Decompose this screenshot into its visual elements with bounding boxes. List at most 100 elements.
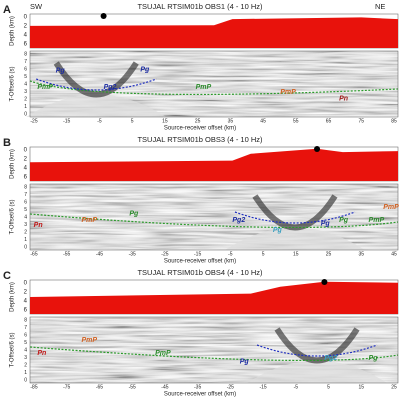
phase-label: PmP: [383, 204, 399, 211]
panel: B TSUJAL RTSIM01b OBS3 (4 - 10 Hz) 0 2 4 6 Dep…: [3, 135, 399, 265]
panel: A TSUJAL RTSIM01b OBS1 (4 - 10 Hz) SW NE 0 2 4…: [3, 2, 399, 132]
phase-label: Pg: [129, 211, 139, 218]
depth-tick-label: 4: [24, 33, 28, 39]
x-tick-label: -85: [30, 384, 37, 390]
time-tick-label: 5: [24, 74, 27, 80]
depth-axis-label: Depth (km): [10, 16, 16, 46]
pick-curve: [234, 211, 356, 224]
x-tick-label: 5: [262, 251, 265, 257]
phase-label: PmP: [37, 84, 53, 91]
depth-axis-label: Depth (km): [10, 149, 16, 179]
phase-label: Pg: [321, 220, 331, 227]
phase-label: PmP: [369, 217, 385, 224]
x-tick-label: 65: [326, 118, 332, 124]
time-tick-label: 5: [24, 207, 27, 213]
panel-title: TSUJAL RTSIM01b OBS3 (4 - 10 Hz): [137, 135, 263, 144]
phase-label: Pg: [369, 355, 379, 362]
x-tick-label: 25: [195, 118, 201, 124]
depth-tick-label: 4: [24, 299, 28, 305]
x-tick-label: -5: [294, 384, 299, 390]
obs-marker: [314, 146, 321, 152]
time-tick-label: 3: [24, 355, 27, 361]
x-tick-label: 15: [162, 118, 168, 124]
side-label: NE: [375, 2, 385, 11]
depth-tick-label: 4: [24, 166, 28, 172]
shadow-zone: [26, 94, 167, 117]
time-tick-label: 8: [24, 317, 27, 323]
depth-axis-label: Depth (km): [10, 282, 16, 312]
time-tick-label: 6: [24, 332, 27, 338]
phase-label: Pg: [56, 68, 66, 75]
phase-label: Pg2: [104, 84, 117, 91]
x-tick-label: 5: [327, 384, 330, 390]
x-tick-label: 35: [228, 118, 234, 124]
time-tick-label: 2: [24, 96, 27, 102]
x-tick-label: -55: [63, 251, 70, 257]
x-tick-label: -25: [161, 251, 168, 257]
time-tick-label: 7: [24, 59, 27, 65]
section-frame: [29, 50, 399, 118]
x-tick-label: 45: [260, 118, 266, 124]
x-tick-label: -5: [228, 251, 233, 257]
time-tick-label: 5: [24, 340, 27, 346]
time-tick-label: 1: [24, 370, 27, 376]
shadow-zone: [224, 227, 365, 250]
x-tick-label: 85: [391, 118, 397, 124]
phase-label: PmP: [155, 350, 171, 357]
obs-marker: [100, 13, 107, 19]
phase-label: Pg2: [232, 217, 245, 224]
shadow-zone: [247, 360, 388, 383]
phase-label: Pn: [37, 350, 46, 357]
bathymetry: [30, 281, 398, 314]
x-tick-label: -5: [97, 118, 102, 124]
panel-title: TSUJAL RTSIM01b OBS1 (4 - 10 Hz): [137, 2, 263, 11]
depth-tick-label: 2: [24, 157, 28, 163]
x-tick-label: -75: [63, 384, 70, 390]
depth-tick-label: 2: [24, 290, 28, 296]
panel-letter: C: [3, 270, 11, 282]
time-tick-label: 2: [24, 229, 27, 235]
phase-label: PmP: [82, 337, 98, 344]
time-tick-label: 6: [24, 199, 27, 205]
x-tick-label: -25: [30, 118, 37, 124]
panel-letter: B: [3, 137, 11, 149]
time-tick-label: 3: [24, 89, 27, 95]
time-tick-label: 8: [24, 51, 27, 57]
phase-label: PmP: [280, 89, 296, 96]
x-tick-label: -55: [129, 384, 136, 390]
x-tick-label: -15: [194, 251, 201, 257]
x-tick-label: 35: [358, 251, 364, 257]
time-tick-label: 8: [24, 184, 27, 190]
time-tick-label: 0: [24, 244, 27, 250]
direct-wave: [252, 194, 338, 231]
depth-tick-label: 6: [24, 42, 28, 48]
x-tick-label: -35: [129, 251, 136, 257]
time-tick-label: 3: [24, 222, 27, 228]
depth-tick-label: 6: [24, 308, 28, 314]
time-tick-label: 7: [24, 192, 27, 198]
phase-label: Pn: [339, 95, 348, 102]
x-axis-label: Source-receiver offset (km): [164, 392, 236, 398]
phase-label: Pg: [140, 66, 150, 73]
time-axis-label: T-Offset/6 (s): [10, 333, 16, 368]
x-tick-label: -25: [227, 384, 234, 390]
phase-label: Pg2: [324, 355, 337, 362]
time-tick-label: 4: [24, 214, 27, 220]
x-tick-label: 15: [358, 384, 364, 390]
bathymetry: [30, 17, 398, 48]
time-tick-label: 4: [24, 347, 27, 353]
x-tick-label: 55: [293, 118, 299, 124]
time-tick-label: 1: [24, 237, 27, 243]
phase-label: Pg: [339, 217, 349, 224]
time-tick-label: 1: [24, 104, 27, 110]
phase-label: PmP: [196, 84, 212, 91]
x-tick-label: 15: [293, 251, 299, 257]
time-tick-label: 0: [24, 111, 27, 117]
time-axis-label: T-Offset/6 (s): [10, 200, 16, 235]
panel-letter: A: [3, 4, 11, 16]
x-tick-label: -45: [96, 251, 103, 257]
pick-curve: [29, 80, 399, 96]
section-frame: [29, 183, 399, 251]
time-axis-label: T-Offset/6 (s): [10, 67, 16, 102]
depth-tick-label: 2: [24, 24, 28, 30]
